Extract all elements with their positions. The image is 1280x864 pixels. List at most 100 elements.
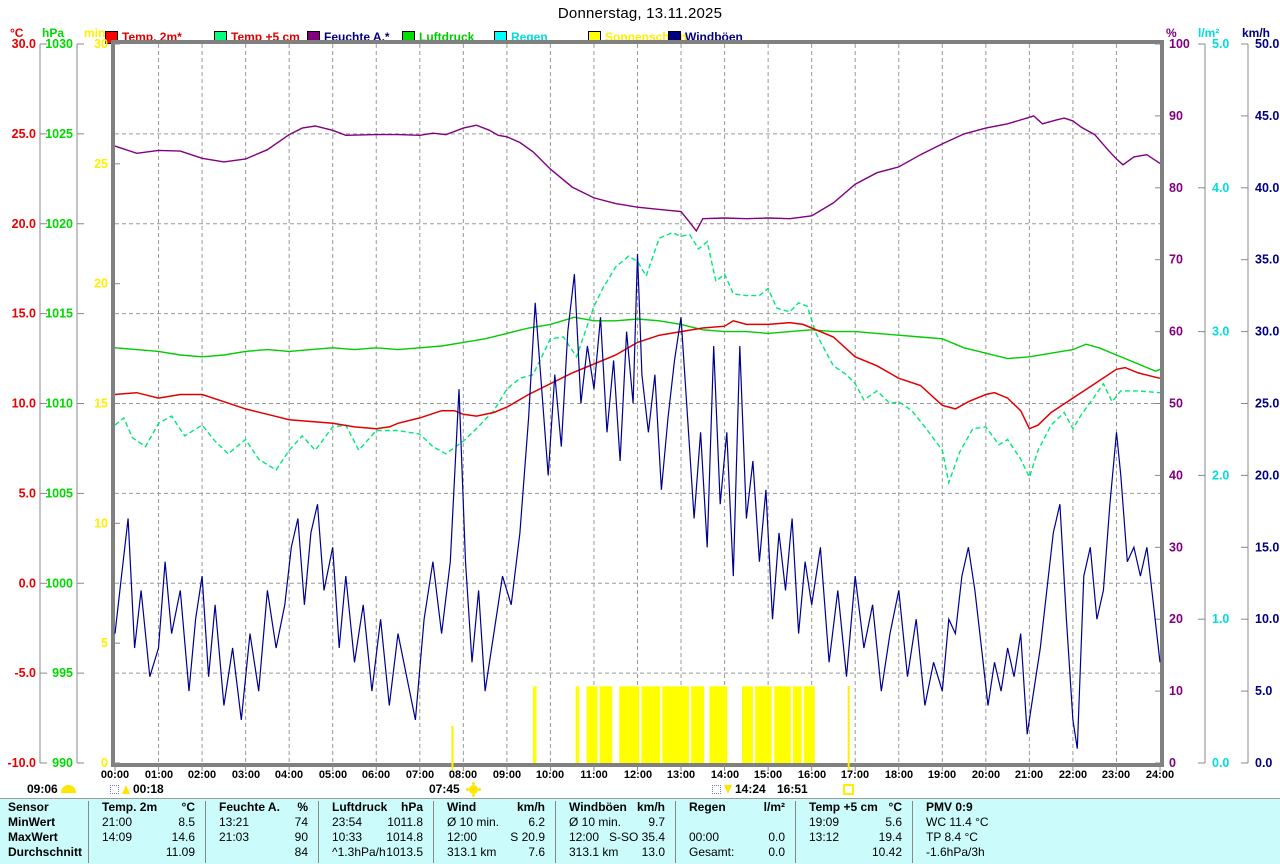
table-cell-value: 74 (294, 815, 308, 829)
down-arrow-icon (724, 784, 732, 794)
x-axis-hour-label: 23:00 (1101, 769, 1131, 781)
x-axis-hour-label: 05:00 (318, 769, 348, 781)
series-temp-2m-c- (114, 319, 1161, 430)
table-column-separator (205, 801, 206, 863)
table-row-label: MaxWert (8, 830, 58, 844)
humidity-tick-label: 30 (1169, 540, 1183, 554)
table-col-name: Wind (447, 800, 477, 814)
wind-tick-label: 35.0 (1255, 253, 1279, 267)
sunshine-bar (533, 686, 537, 763)
pressure-tick-label: 995 (52, 666, 73, 680)
axis-header-temp: °C (10, 26, 24, 40)
table-cell-value: 84 (294, 845, 308, 859)
table-col-name: Windböen (569, 800, 627, 814)
table-cell-time: 313.1 km (569, 845, 619, 859)
sunshine-bar (599, 686, 613, 763)
x-axis-hour-label: 10:00 (535, 769, 565, 781)
pressure-tick-label: 1030 (45, 37, 73, 51)
sun-tick-label: 5 (101, 636, 108, 650)
marker-moon-morning: 09:06 (27, 782, 76, 796)
table-col-name: Regen (689, 800, 726, 814)
wind-tick-label: 15.0 (1255, 540, 1279, 554)
pressure-tick-label: 1015 (45, 307, 73, 321)
humidity-tick-label: 60 (1169, 325, 1183, 339)
pressure-tick-label: 1005 (45, 486, 73, 500)
table-cell-value: 1014.8 (386, 830, 423, 844)
table-col-unit: °C (888, 800, 902, 814)
x-axis-hour-label: 11:00 (580, 769, 608, 781)
table-cell-value: 90 (294, 830, 308, 844)
humidity-tick-label: 80 (1169, 181, 1183, 195)
sunshine-bar (691, 686, 705, 763)
table-cell-value: 11.09 (165, 845, 195, 859)
moon-set-time: 14:24 (735, 782, 766, 796)
table-cell-time: 12:00 (569, 830, 600, 844)
pressure-tick-label: 1025 (45, 127, 73, 141)
rain-tick-label: 0.0 (1212, 756, 1229, 770)
wind-tick-label: 30.0 (1255, 325, 1279, 339)
table-cell-time: ^1.3hPa/h (332, 845, 386, 859)
table-cell-time: WC 11.4 °C (926, 815, 989, 829)
temp-tick-label: -10.0 (8, 756, 37, 770)
rain-tick-label: 4.0 (1212, 181, 1229, 195)
weather-chart-plot: 30.025.020.015.010.05.00.0-5.0-10.010301… (8, 37, 1279, 771)
table-col-name: Feuchte A. (219, 800, 280, 814)
axis-header-sun: min (84, 26, 106, 40)
series-windb-en-km-h- (114, 253, 1161, 749)
series-luftdruck-hpa- (114, 316, 1161, 372)
pressure-tick-label: 990 (52, 756, 73, 770)
temp-tick-label: 0.0 (19, 576, 36, 590)
table-cell-value: 6.2 (528, 815, 545, 829)
rain-tick-label: 2.0 (1212, 468, 1229, 482)
temp-tick-label: -5.0 (14, 666, 36, 680)
temp-tick-label: 5.0 (19, 486, 36, 500)
table-row-label: MinWert (8, 815, 56, 829)
temp-tick-label: 15.0 (12, 307, 36, 321)
wind-tick-label: 5.0 (1255, 684, 1272, 698)
x-axis-hour-label: 15:00 (753, 769, 783, 781)
wind-tick-label: 20.0 (1255, 468, 1279, 482)
table-cell-time: TP 8.4 °C (926, 830, 978, 844)
table-cell-value: 10.42 (871, 845, 902, 859)
x-axis-hour-label: 08:00 (448, 769, 478, 781)
wind-tick-label: 40.0 (1255, 181, 1279, 195)
table-row-label: Durchschnitt (8, 845, 83, 859)
x-axis-hour-label: 18:00 (884, 769, 914, 781)
table-cell-value: 8.5 (178, 815, 195, 829)
table-cell-time: Ø 10 min. (447, 815, 500, 829)
table-cell-value: 0.0 (768, 845, 785, 859)
table-column-separator (88, 801, 89, 863)
table-col-unit: hPa (400, 800, 423, 814)
x-axis-hour-label: 13:00 (666, 769, 696, 781)
temp-tick-label: 20.0 (12, 217, 36, 231)
table-column-separator (675, 801, 676, 863)
sun-set-time: 16:51 (777, 782, 808, 796)
moon-icon (712, 784, 721, 794)
rain-tick-label: 3.0 (1212, 325, 1229, 339)
sunshine-bar (774, 686, 791, 763)
table-cell-time: 10:33 (332, 830, 363, 844)
pressure-tick-label: 1020 (45, 217, 73, 231)
table-cell-time: Gesamt: (689, 845, 735, 859)
sunshine-bar (641, 686, 661, 763)
table-col-unit: °C (181, 800, 195, 814)
table-column-separator (318, 801, 319, 863)
sunshine-bar (742, 686, 753, 763)
table-cell-time: Ø 10 min. (569, 815, 622, 829)
x-axis-hour-label: 09:00 (492, 769, 522, 781)
table-cell-time: 13:21 (219, 815, 250, 829)
table-cell-time: 21:03 (219, 830, 250, 844)
sunshine-bar (755, 686, 772, 763)
table-cell-value: 5.6 (885, 815, 902, 829)
table-cell-time: 13:12 (809, 830, 840, 844)
marker-sun-rise: 07:45 (429, 782, 478, 796)
table-cell-time: 21:00 (102, 815, 133, 829)
sun-tick-label: 30 (94, 37, 108, 51)
x-axis-hour-label: 07:00 (405, 769, 435, 781)
table-cell-time: 313.1 km (447, 845, 497, 859)
table-cell-time: 00:00 (689, 830, 720, 844)
sunshine-bar (662, 686, 689, 763)
up-arrow-icon (122, 784, 130, 794)
table-cell-value: 1011.8 (387, 815, 423, 829)
x-axis-hour-label: 14:00 (710, 769, 740, 781)
